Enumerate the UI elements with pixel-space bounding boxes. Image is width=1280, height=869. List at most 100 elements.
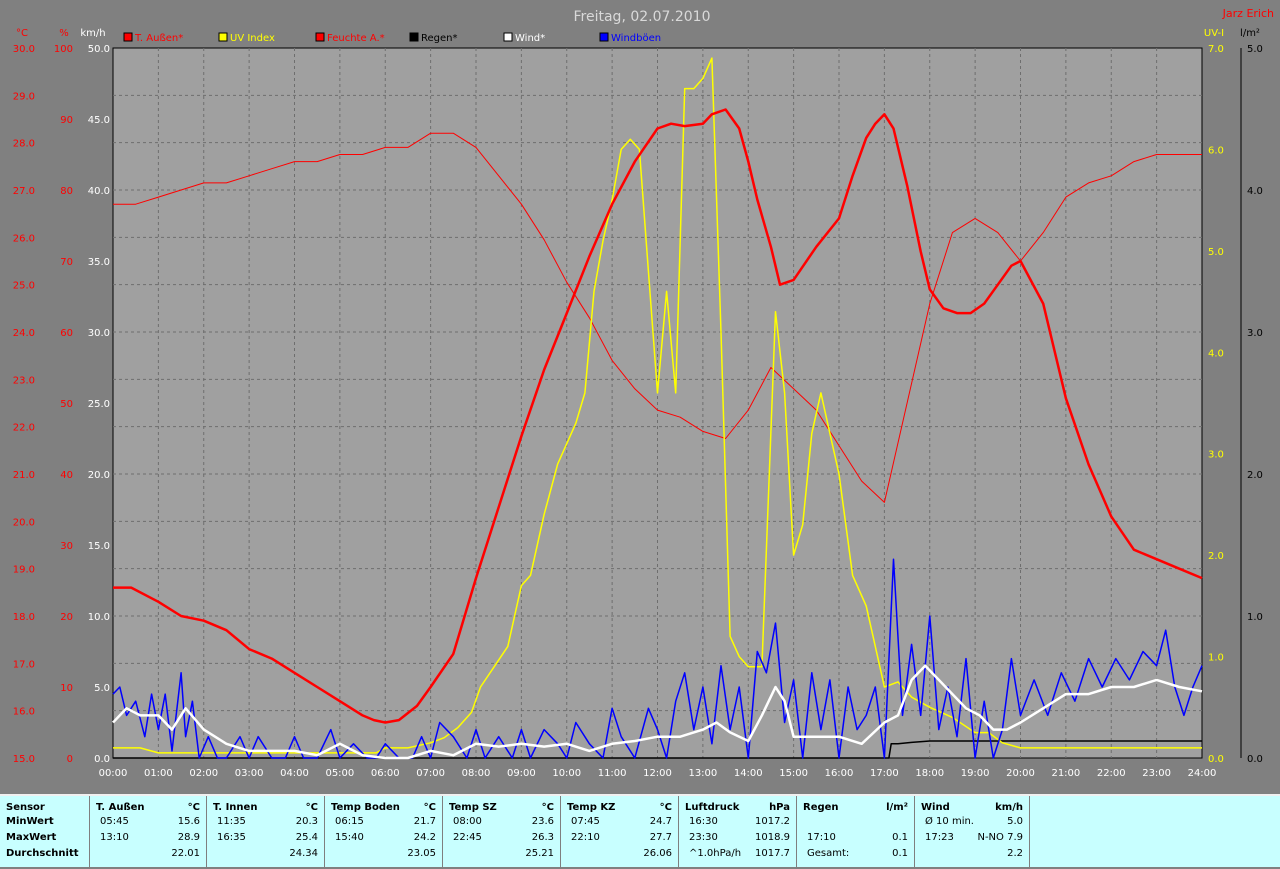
stats-time: Gesamt:: [807, 848, 850, 859]
stats-column: Temp KZ °C 07:45 24.7 22:10 27.7 26.06: [561, 796, 679, 869]
humidity-tick-label: 40: [60, 470, 73, 481]
stats-time: 17:23: [925, 832, 954, 843]
temp-tick-label: 22.0: [13, 423, 35, 434]
temp-tick-label: 29.0: [13, 91, 35, 102]
x-tick-label: 06:00: [371, 768, 400, 779]
x-tick-label: 14:00: [734, 768, 763, 779]
legend-label: T. Außen*: [134, 33, 183, 44]
stats-time: 07:45: [571, 816, 600, 827]
legend-swatch: [315, 32, 325, 42]
stats-time: 16:35: [217, 832, 246, 843]
stats-value: 24.7: [649, 816, 672, 827]
uv-tick-label: 7.0: [1208, 44, 1224, 55]
stats-column-unit: km/h: [995, 802, 1023, 813]
stats-column: T. Außen °C 05:45 15.6 13:10 28.9 22.01: [90, 796, 207, 869]
stats-time: 17:10: [807, 832, 836, 843]
uv-tick-label: 4.0: [1208, 348, 1224, 359]
legend-label: Feuchte A.*: [327, 33, 385, 44]
x-tick-label: 24:00: [1188, 768, 1217, 779]
stats-column: Regen l/m² 17:10 0.1 Gesamt: 0.1: [797, 796, 915, 869]
temp-tick-label: 23.0: [13, 375, 35, 386]
stats-value: 26.06: [643, 848, 672, 859]
stats-value: 24.2: [413, 832, 436, 843]
stats-column-title: Temp KZ: [567, 802, 616, 813]
wind-tick-label: 0.0: [94, 754, 110, 765]
legend-swatch: [123, 32, 133, 42]
temp-tick-label: 17.0: [13, 659, 35, 670]
stats-time: 22:10: [571, 832, 600, 843]
legend-swatch: [503, 32, 513, 42]
weather-chart: Freitag, 02.07.2010 Jarz Erich T. Außen*…: [13, 7, 1274, 779]
x-tick-label: 07:00: [416, 768, 445, 779]
stats-value: 1017.7: [755, 848, 790, 859]
stats-time: 08:00: [453, 816, 482, 827]
x-tick-label: 05:00: [325, 768, 354, 779]
stats-row-label: Durchschnitt: [6, 848, 79, 859]
stats-row-label: MaxWert: [6, 832, 57, 843]
x-tick-label: 15:00: [779, 768, 808, 779]
legend-swatch: [599, 32, 609, 42]
axes: 30.0 29.0 28.0 27.0 26.0 25.0 24.0 23.0 22.0 21.0…: [13, 28, 1263, 765]
stats-column: Sensor MinWert MaxWert Durchschnitt: [0, 796, 90, 869]
humidity-tick-label: 50: [60, 399, 73, 410]
humidity-tick-label: 20: [60, 612, 73, 623]
x-tick-label: 23:00: [1142, 768, 1171, 779]
stats-panel: Sensor MinWert MaxWert Durchschnitt T. Außen…: [0, 794, 1280, 869]
x-tick-label: 01:00: [144, 768, 173, 779]
stats-value: 1018.9: [755, 832, 790, 843]
stats-value: 1017.2: [755, 816, 790, 827]
stats-column-unit: °C: [305, 802, 318, 813]
stats-column-unit: l/m²: [886, 802, 908, 813]
x-tick-label: 18:00: [915, 768, 944, 779]
stats-value: N-NO 7.9: [977, 832, 1023, 843]
stats-value: 21.7: [413, 816, 436, 827]
stats-value: 25.21: [525, 848, 554, 859]
stats-value: 15.6: [177, 816, 200, 827]
stats-column-title: T. Innen: [213, 802, 258, 813]
stats-time: 23:30: [689, 832, 718, 843]
humidity-tick-label: 70: [60, 257, 73, 268]
x-tick-label: 22:00: [1097, 768, 1126, 779]
stats-column-title: Temp SZ: [449, 802, 497, 813]
stats-time: Ø 10 min.: [925, 816, 974, 827]
temp-tick-label: 27.0: [13, 186, 35, 197]
stats-column-unit: °C: [423, 802, 436, 813]
humidity-tick-label: 80: [60, 186, 73, 197]
stats-column-title: Luftdruck: [685, 802, 740, 813]
temp-tick-label: 30.0: [13, 44, 35, 55]
stats-value: 0.1: [892, 848, 908, 859]
series-line: [112, 664, 1203, 760]
x-tick-label: 13:00: [688, 768, 717, 779]
legend-label: Regen*: [421, 33, 458, 44]
temp-tick-label: 25.0: [13, 281, 35, 292]
x-tick-label: 11:00: [598, 768, 627, 779]
wind-tick-label: 5.0: [94, 683, 110, 694]
stats-column: Temp Boden °C 06:15 21.7 15:40 24.2 23.05: [325, 796, 443, 869]
chart-title: Freitag, 02.07.2010: [574, 9, 711, 25]
uv-tick-label: 6.0: [1208, 145, 1224, 156]
stats-time: 11:35: [217, 816, 246, 827]
rain-tick-label: 1.0: [1247, 612, 1263, 623]
stats-column: Temp SZ °C 08:00 23.6 22:45 26.3 25.21: [443, 796, 561, 869]
temp-tick-label: 20.0: [13, 517, 35, 528]
stats-column: T. Innen °C 11:35 20.3 16:35 25.4 24.34: [207, 796, 325, 869]
stats-column-title: Regen: [803, 802, 839, 813]
uv-tick-label: 0.0: [1208, 754, 1224, 765]
uv-tick-label: 1.0: [1208, 653, 1224, 664]
stats-value: 24.34: [289, 848, 318, 859]
x-tick-label: 04:00: [280, 768, 309, 779]
x-tick-label: 16:00: [825, 768, 854, 779]
series-line: [113, 740, 1202, 759]
stats-column-unit: °C: [541, 802, 554, 813]
humidity-tick-label: 30: [60, 541, 73, 552]
x-tick-label: 10:00: [552, 768, 581, 779]
x-tick-label: 12:00: [643, 768, 672, 779]
humidity-tick-label: 0: [67, 754, 73, 765]
uv-tick-label: 2.0: [1208, 551, 1224, 562]
wind-tick-label: 20.0: [88, 470, 110, 481]
temp-tick-label: 19.0: [13, 565, 35, 576]
x-tick-label: 21:00: [1051, 768, 1080, 779]
stats-column: Luftdruck hPa 16:30 1017.2 23:30 1018.9 ^1.0hP…: [679, 796, 797, 869]
humidity-tick-label: 10: [60, 683, 73, 694]
stats-column-unit: °C: [187, 802, 200, 813]
